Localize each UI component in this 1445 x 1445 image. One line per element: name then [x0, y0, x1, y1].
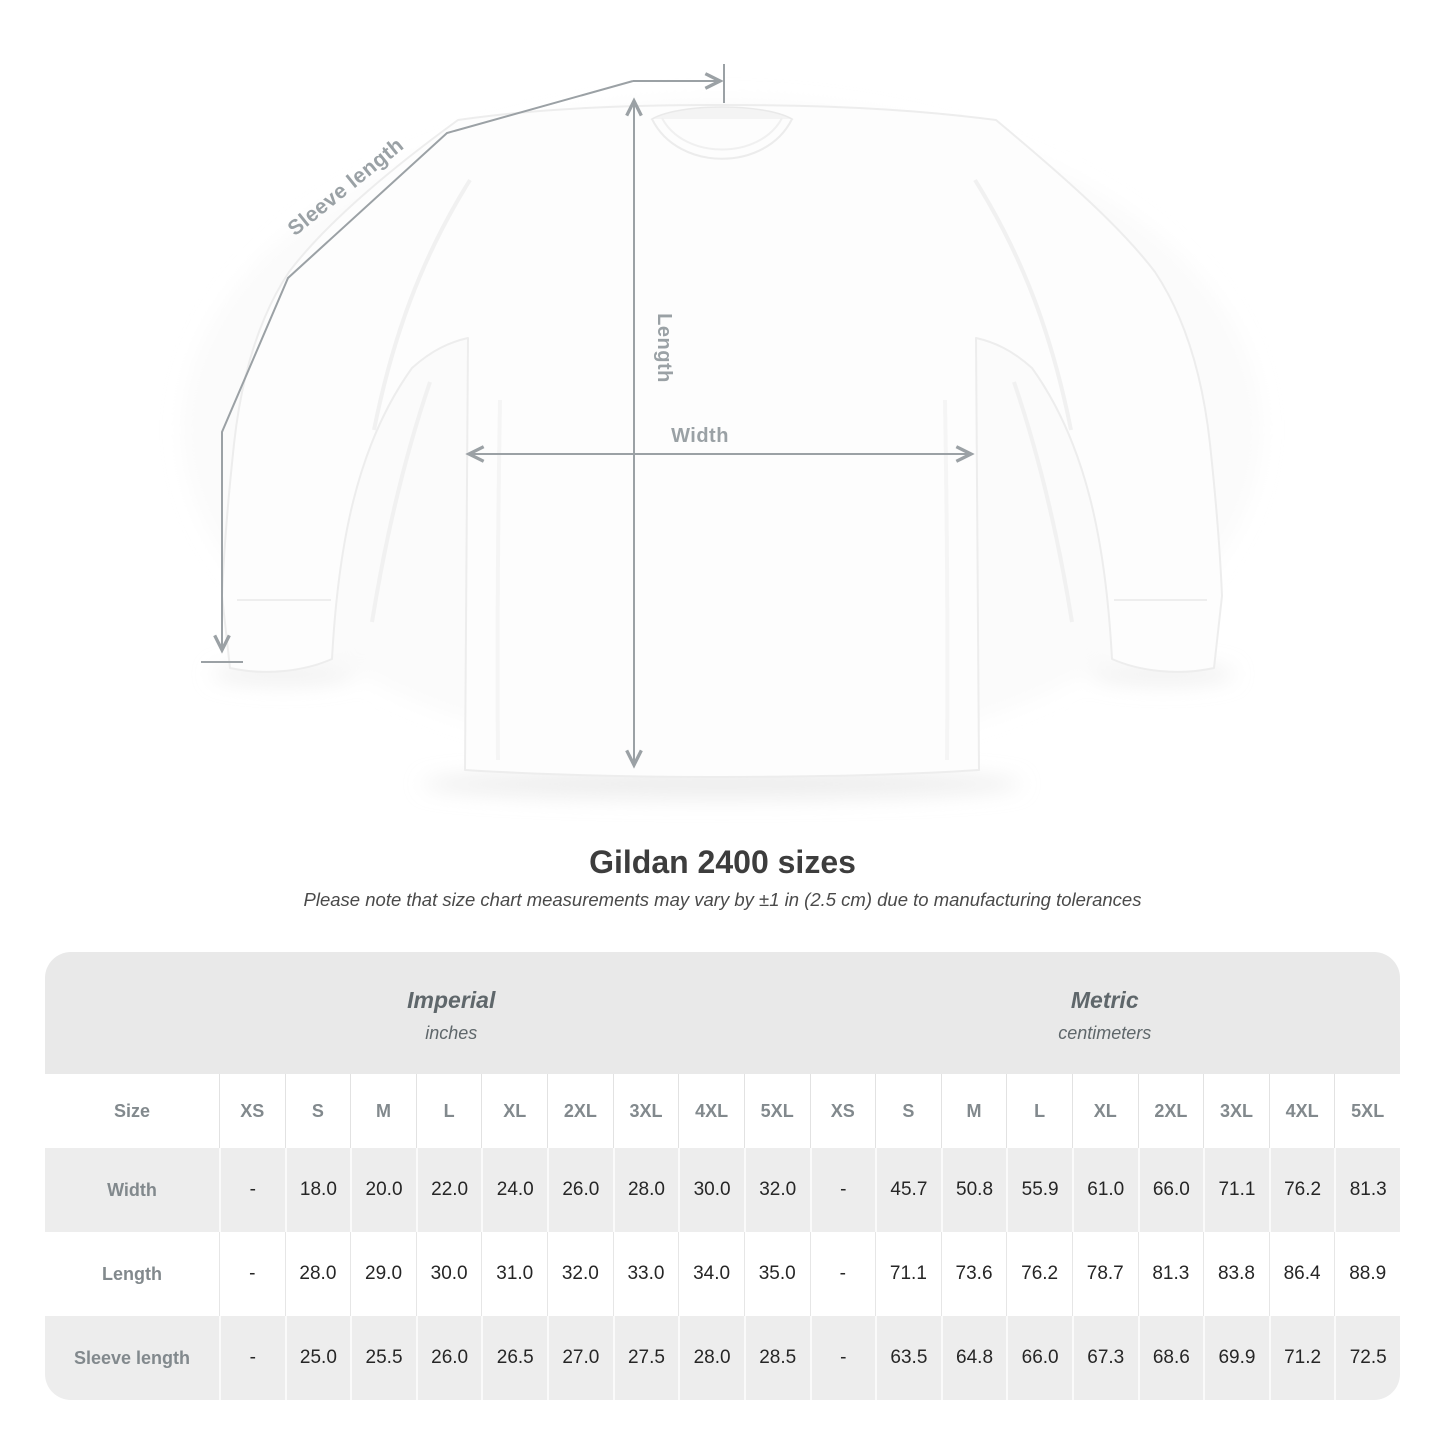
- metric-group-name: Metric: [1070, 986, 1139, 1013]
- table-body: Width -18.0 20.0 22.0 24.0 26.0 28.0 30.0 32.0-4…: [45, 1148, 1400, 1400]
- value-metric-sleeve-length-4xl: 71.2: [1268, 1316, 1335, 1400]
- size-header-imperial-5xl: 5XL: [743, 1074, 810, 1148]
- size-header-imperial-m: M: [350, 1074, 416, 1148]
- value-metric-length-xs: -: [809, 1232, 876, 1316]
- page-subtitle: Please note that size chart measurements…: [303, 889, 1142, 910]
- value-metric-width-xs: -: [809, 1148, 876, 1232]
- value-metric-sleeve-length-xl: 67.3: [1071, 1316, 1138, 1400]
- value-imperial-sleeve-length-xl: 26.5: [481, 1316, 547, 1400]
- value-metric-sleeve-length-xs: -: [809, 1316, 876, 1400]
- sleeve-length-arrow: [222, 80, 634, 650]
- value-metric-width-3xl: 71.1: [1203, 1148, 1269, 1232]
- value-imperial-width-l: 22.0: [415, 1148, 482, 1232]
- size-header-imperial-2xl: 2XL: [547, 1074, 613, 1148]
- value-imperial-sleeve-length-m: 25.5: [350, 1316, 416, 1400]
- value-metric-sleeve-length-l: 66.0: [1006, 1316, 1072, 1400]
- value-imperial-sleeve-length-5xl: 28.5: [743, 1316, 810, 1400]
- size-header-imperial-4xl: 4XL: [678, 1074, 744, 1148]
- value-imperial-width-s: 18.0: [284, 1148, 351, 1232]
- value-imperial-length-l: 30.0: [415, 1232, 482, 1316]
- table-row-sleeve-length: Sleeve length -25.0 25.5 26.0 26.5 27.0 27.5 28…: [45, 1316, 1400, 1400]
- value-metric-sleeve-length-3xl: 69.9: [1203, 1316, 1269, 1400]
- value-metric-width-s: 45.7: [875, 1148, 941, 1232]
- shirt-illustration: [221, 104, 1223, 778]
- size-header-metric-m: M: [940, 1074, 1007, 1148]
- page-title: Gildan 2400 sizes: [589, 844, 856, 880]
- value-metric-sleeve-length-s: 63.5: [875, 1316, 941, 1400]
- value-imperial-sleeve-length-xs: -: [219, 1316, 285, 1400]
- size-header-metric-5xl: 5XL: [1334, 1074, 1400, 1148]
- value-imperial-length-s: 28.0: [284, 1232, 351, 1316]
- size-header-row: Size XS S M L XL 2XL 3XL 4XL 5XL XS S M L XL 2XL 3XL 4XL…: [45, 1074, 1400, 1148]
- value-imperial-sleeve-length-3xl: 27.5: [612, 1316, 679, 1400]
- value-imperial-length-2xl: 32.0: [547, 1232, 613, 1316]
- value-metric-width-l: 55.9: [1006, 1148, 1072, 1232]
- size-header-metric-xl: XL: [1071, 1074, 1138, 1148]
- width-label: Width: [671, 425, 729, 447]
- value-imperial-sleeve-length-l: 26.0: [415, 1316, 482, 1400]
- shirt-size-diagram: Sleeve length Length Width: [182, 64, 1262, 799]
- value-metric-width-m: 50.8: [940, 1148, 1007, 1232]
- value-imperial-length-3xl: 33.0: [612, 1232, 679, 1316]
- metric-group-header: Metric centimeters: [810, 952, 1401, 1074]
- size-header-metric-4xl: 4XL: [1268, 1074, 1335, 1148]
- value-imperial-width-2xl: 26.0: [547, 1148, 613, 1232]
- value-metric-length-xl: 78.7: [1071, 1232, 1138, 1316]
- table-row-length: Length -28.0 29.0 30.0 31.0 32.0 33.0 34.0 35.0-…: [45, 1232, 1400, 1316]
- length-label: Length: [653, 313, 675, 383]
- value-imperial-width-m: 20.0: [350, 1148, 416, 1232]
- size-header-imperial-s: S: [284, 1074, 351, 1148]
- value-imperial-length-xl: 31.0: [481, 1232, 547, 1316]
- size-header-metric-3xl: 3XL: [1203, 1074, 1269, 1148]
- size-header-imperial-3xl: 3XL: [612, 1074, 679, 1148]
- value-metric-length-m: 73.6: [940, 1232, 1007, 1316]
- value-imperial-width-5xl: 32.0: [743, 1148, 810, 1232]
- value-imperial-width-3xl: 28.0: [612, 1148, 679, 1232]
- imperial-group-header: Imperial inches: [45, 952, 810, 1074]
- metric-group-unit: centimeters: [1058, 1022, 1152, 1043]
- size-header-metric-2xl: 2XL: [1137, 1074, 1204, 1148]
- row-label: Width: [107, 1179, 157, 1200]
- collar: [650, 106, 794, 160]
- value-metric-sleeve-length-m: 64.8: [940, 1316, 1007, 1400]
- size-column-header: Size: [113, 1100, 151, 1121]
- unit-group-band: Imperial inches Metric centimeters: [45, 952, 1400, 1074]
- value-imperial-length-4xl: 34.0: [678, 1232, 744, 1316]
- value-metric-sleeve-length-2xl: 68.6: [1137, 1316, 1204, 1400]
- value-imperial-length-5xl: 35.0: [743, 1232, 810, 1316]
- value-metric-length-l: 76.2: [1006, 1232, 1072, 1316]
- value-imperial-width-xl: 24.0: [481, 1148, 547, 1232]
- size-header-metric-s: S: [875, 1074, 941, 1148]
- value-metric-width-5xl: 81.3: [1334, 1148, 1400, 1232]
- value-metric-length-2xl: 81.3: [1137, 1232, 1204, 1316]
- size-header-imperial-l: L: [415, 1074, 482, 1148]
- size-header-metric-l: L: [1006, 1074, 1072, 1148]
- value-imperial-length-xs: -: [219, 1232, 285, 1316]
- value-metric-width-4xl: 76.2: [1268, 1148, 1335, 1232]
- value-imperial-sleeve-length-2xl: 27.0: [547, 1316, 613, 1400]
- value-imperial-length-m: 29.0: [350, 1232, 416, 1316]
- value-metric-width-xl: 61.0: [1071, 1148, 1138, 1232]
- value-imperial-sleeve-length-4xl: 28.0: [678, 1316, 744, 1400]
- value-metric-length-s: 71.1: [875, 1232, 941, 1316]
- size-header-metric-xs: XS: [809, 1074, 876, 1148]
- value-metric-length-3xl: 83.8: [1203, 1232, 1269, 1316]
- value-metric-width-2xl: 66.0: [1137, 1148, 1204, 1232]
- size-table: Imperial inches Metric centimeters Size …: [45, 952, 1400, 1400]
- value-imperial-width-4xl: 30.0: [678, 1148, 744, 1232]
- shirt-silhouette: [221, 104, 1223, 778]
- row-label: Sleeve length: [73, 1347, 191, 1368]
- value-imperial-width-xs: -: [219, 1148, 285, 1232]
- table-row-width: Width -18.0 20.0 22.0 24.0 26.0 28.0 30.0 32.0-4…: [45, 1148, 1400, 1232]
- row-label: Length: [102, 1263, 162, 1284]
- size-header-imperial-xs: XS: [219, 1074, 285, 1148]
- value-metric-sleeve-length-5xl: 72.5: [1334, 1316, 1400, 1400]
- value-imperial-sleeve-length-s: 25.0: [284, 1316, 351, 1400]
- value-metric-length-4xl: 86.4: [1268, 1232, 1335, 1316]
- value-metric-length-5xl: 88.9: [1334, 1232, 1400, 1316]
- size-header-imperial-xl: XL: [481, 1074, 547, 1148]
- imperial-group-unit: inches: [425, 1022, 478, 1043]
- imperial-group-name: Imperial: [407, 986, 496, 1013]
